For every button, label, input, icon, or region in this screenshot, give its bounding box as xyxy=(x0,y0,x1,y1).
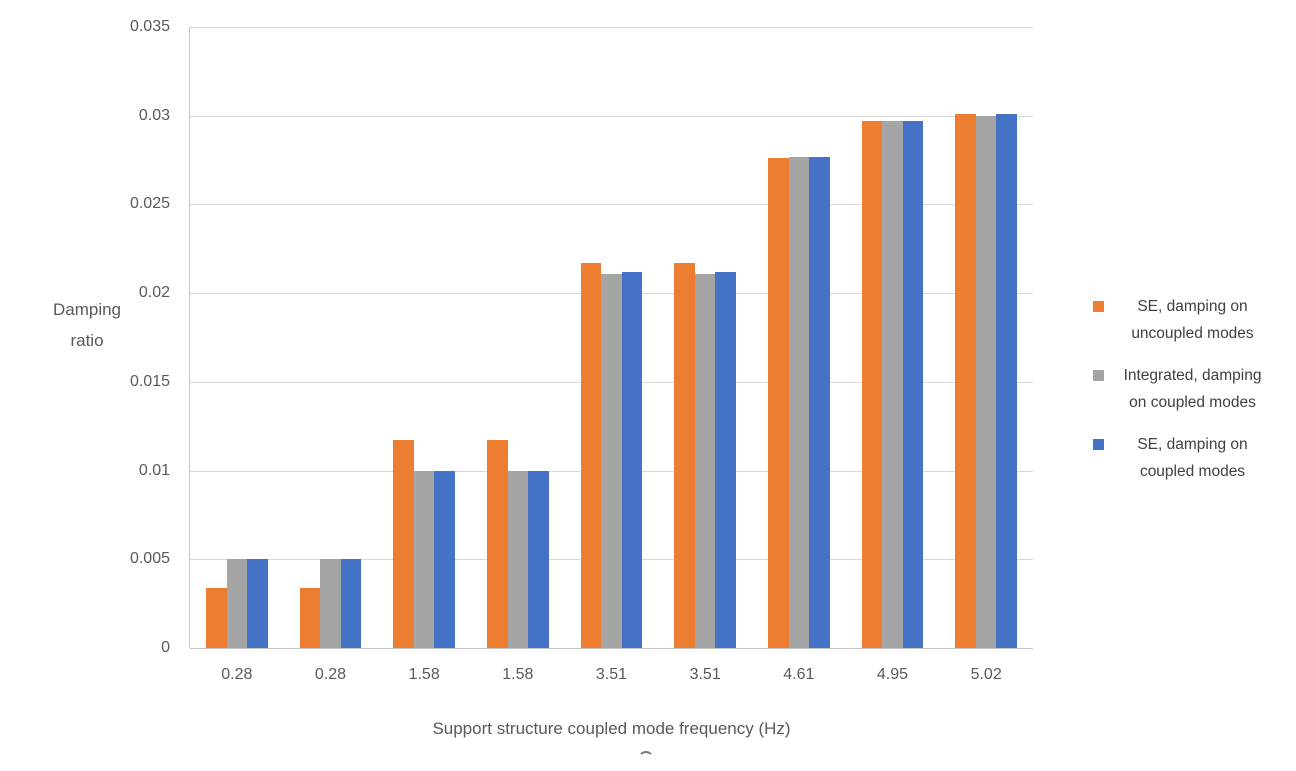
x-category-label: 3.51 xyxy=(595,666,628,683)
x-axis-line xyxy=(190,648,1033,649)
bar-series3-group8 xyxy=(902,121,924,648)
bar-series2-group3 xyxy=(413,470,435,648)
bar-series2-group8 xyxy=(882,121,903,648)
legend-label: Integrated, damping on coupled modes xyxy=(1123,367,1262,411)
bar-series3-group7 xyxy=(809,156,830,648)
gridline xyxy=(190,115,1033,117)
y-tick-label: 0.03 xyxy=(138,106,170,124)
bar-series3-group5 xyxy=(621,271,643,648)
legend-item-series1: SE, damping on uncoupled modes xyxy=(1093,293,1275,347)
legend-item-series2: Integrated, damping on coupled modes xyxy=(1093,362,1275,416)
y-tick-label: 0 xyxy=(161,639,170,656)
bar-series1-group7 xyxy=(768,158,789,648)
bar-series3-group1 xyxy=(247,559,268,648)
y-tick-label: 0.01 xyxy=(138,461,170,479)
x-category-label: 1.58 xyxy=(408,666,440,683)
bar-series3-group6 xyxy=(715,271,736,648)
x-category-label: 0.28 xyxy=(221,666,253,683)
y-tick-label: 0.02 xyxy=(138,284,170,302)
bar-series1-group3 xyxy=(393,440,414,648)
legend: SE, damping on uncoupled modes Integrated… xyxy=(1093,293,1275,500)
cutoff-arc xyxy=(638,751,652,756)
bar-series1-group5 xyxy=(580,262,602,648)
x-category-label: 5.02 xyxy=(970,666,1002,683)
y-tick-label: 0.005 xyxy=(129,550,170,568)
y-tick-label: 0.025 xyxy=(129,195,170,213)
y-tick-label: 0.035 xyxy=(129,18,170,35)
x-axis-title: Support structure coupled mode frequency… xyxy=(432,719,791,738)
legend-label: SE, damping on uncoupled modes xyxy=(1131,298,1254,342)
legend-label: SE, damping on coupled modes xyxy=(1137,436,1248,480)
bar-series1-group1 xyxy=(206,587,227,648)
gridline xyxy=(190,27,1033,28)
legend-item-series3: SE, damping on coupled modes xyxy=(1093,431,1275,485)
x-category-label: 4.95 xyxy=(876,666,909,683)
bar-series2-group2 xyxy=(320,559,341,648)
bar-series2-group1 xyxy=(226,559,248,648)
bar-series1-group2 xyxy=(299,587,321,648)
x-category-label: 1.58 xyxy=(502,666,534,683)
legend-swatch xyxy=(1093,301,1104,312)
gridline xyxy=(190,204,1033,206)
x-category-label: 4.61 xyxy=(783,666,815,683)
bar-series1-group8 xyxy=(861,121,883,648)
y-axis-title: Damping ratio xyxy=(52,300,122,350)
x-category-label: 0.28 xyxy=(314,666,347,683)
y-tick-label: 0.015 xyxy=(129,372,170,390)
bar-series1-group9 xyxy=(955,113,976,648)
cutoff-text-fragment xyxy=(638,751,652,756)
legend-swatch xyxy=(1093,370,1104,381)
legend-swatch xyxy=(1093,439,1104,450)
bar-series2-group7 xyxy=(788,156,810,648)
x-category-label: 3.51 xyxy=(689,666,721,683)
bar-series2-group9 xyxy=(975,115,997,648)
bar-series3-group4 xyxy=(528,470,549,648)
bar-series1-group6 xyxy=(674,262,695,648)
bar-series2-group4 xyxy=(507,470,529,648)
plot-area xyxy=(189,27,1033,649)
bar-series3-group9 xyxy=(996,113,1017,648)
bar-series3-group3 xyxy=(434,470,455,648)
bar-series2-group5 xyxy=(601,273,622,648)
bar-series3-group2 xyxy=(340,559,362,648)
y-axis-line xyxy=(189,27,190,648)
bar-series2-group6 xyxy=(694,273,716,648)
bar-series1-group4 xyxy=(487,440,508,648)
